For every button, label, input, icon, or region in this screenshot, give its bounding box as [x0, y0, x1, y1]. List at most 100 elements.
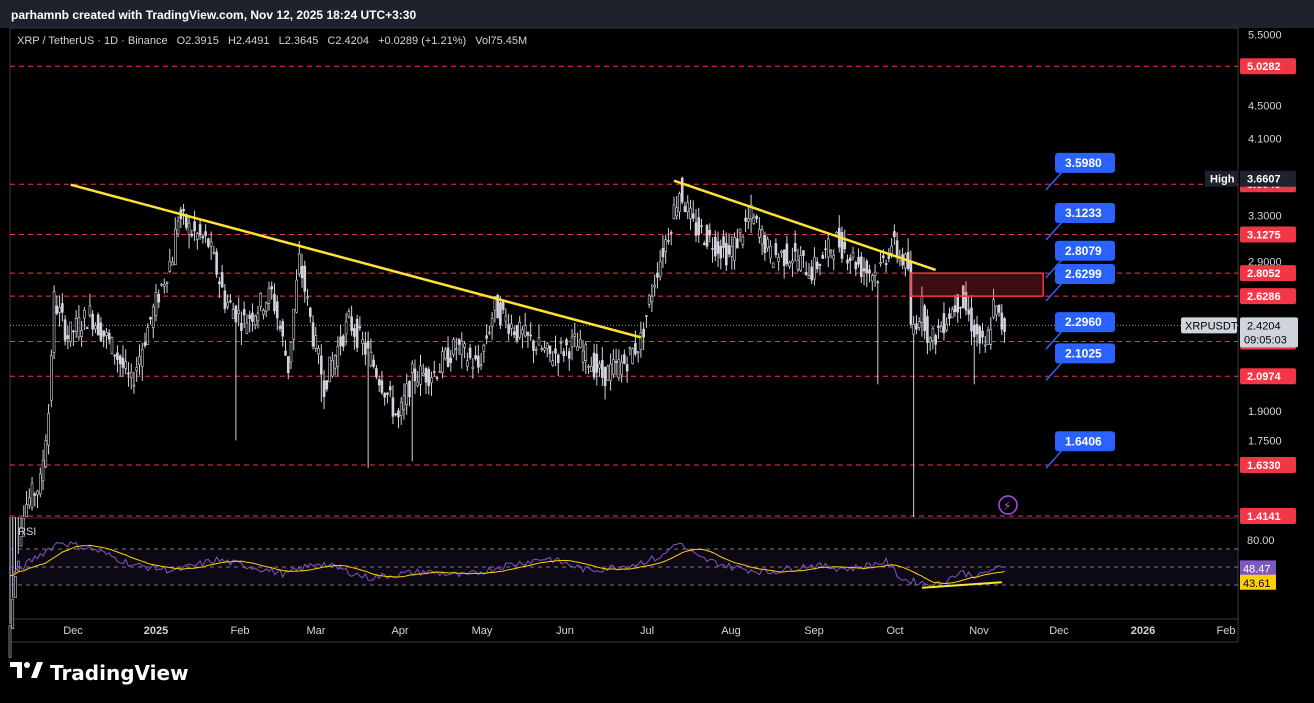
- candle-body: [970, 307, 973, 332]
- time-axis-tick: Feb: [231, 625, 250, 637]
- target-pointer: [1045, 220, 1064, 241]
- candle-body: [945, 323, 949, 331]
- current-price-value: 2.4204: [1247, 320, 1281, 332]
- candle-body: [284, 350, 287, 356]
- countdown-value: 09:05:03: [1244, 334, 1287, 346]
- candle-body: [697, 217, 701, 236]
- rsi-value: 48.47: [1243, 563, 1271, 575]
- candle-body: [815, 261, 819, 270]
- candle-body: [570, 336, 574, 348]
- candle-body: [496, 295, 499, 319]
- candle-body: [972, 324, 976, 338]
- candle-body: [601, 360, 604, 378]
- candle-body: [242, 309, 246, 316]
- candle-body: [862, 268, 866, 272]
- candle-body: [55, 305, 59, 314]
- candle-body: [915, 323, 918, 330]
- candle-body: [77, 317, 81, 338]
- candle-body: [942, 313, 946, 334]
- candle-body: [113, 354, 116, 357]
- candle-body: [218, 281, 221, 285]
- candle-body: [419, 365, 422, 385]
- symbol-tag-label: XRPUSDT: [1185, 320, 1238, 332]
- candle-body: [507, 324, 510, 334]
- candle-body: [207, 238, 210, 247]
- candle-body: [510, 323, 513, 329]
- candle-body: [832, 254, 836, 260]
- legend-open: O2.3915: [176, 35, 219, 47]
- candle-body: [529, 334, 532, 337]
- candle-body: [664, 239, 667, 252]
- candle-body: [457, 339, 461, 345]
- legend-symbol[interactable]: XRP / TetherUS · 1D · Binance: [17, 35, 168, 47]
- time-axis-tick: Dec: [63, 625, 83, 637]
- candle-body: [468, 347, 472, 359]
- candle-body: [366, 340, 370, 349]
- candle-body: [267, 287, 271, 304]
- candle-body: [223, 290, 227, 309]
- candle-body: [485, 335, 488, 339]
- alert-icon-glyph: ⚡: [1003, 499, 1011, 513]
- candle-body: [686, 202, 690, 213]
- candle-body: [438, 371, 442, 373]
- candle-body: [785, 243, 789, 265]
- candle-body: [741, 236, 745, 245]
- candle-body: [91, 313, 94, 330]
- candle-body: [196, 233, 199, 240]
- target-label-box: [1055, 152, 1115, 173]
- candle-body: [369, 351, 373, 367]
- candle-body: [840, 232, 844, 259]
- target-pointer: [1045, 360, 1064, 381]
- candle-body: [377, 379, 381, 386]
- candle-body: [405, 383, 409, 405]
- candle-body: [634, 343, 637, 355]
- candle-body: [939, 326, 943, 333]
- candle-body: [14, 576, 17, 598]
- candle-body: [848, 257, 852, 262]
- level-tag-label: 1.4141: [1247, 511, 1281, 523]
- candle-body: [383, 393, 386, 398]
- candle-body: [421, 372, 425, 376]
- time-axis-tick: Jul: [640, 625, 654, 637]
- symbol-tag: [1181, 317, 1237, 334]
- candle-body: [333, 355, 337, 369]
- tradingview-logo[interactable]: TradingView: [10, 660, 189, 686]
- candle-body: [532, 340, 535, 351]
- time-axis-tick: Oct: [886, 625, 903, 637]
- target-label-box: [1055, 431, 1115, 452]
- candle-body: [375, 368, 378, 378]
- candle-body: [394, 413, 398, 416]
- candle-body: [364, 342, 367, 355]
- legend-close: C2.4204: [327, 35, 370, 47]
- candle-body: [499, 302, 502, 326]
- candle-body: [25, 504, 28, 517]
- candle-body: [460, 340, 464, 356]
- candle-body: [146, 327, 150, 345]
- candle-body: [975, 323, 979, 335]
- candle-body: [727, 245, 731, 255]
- candle-body: [893, 231, 896, 237]
- rsi-pane-label: RSI: [18, 526, 37, 538]
- candle-body: [948, 313, 951, 319]
- candle-body: [39, 473, 42, 495]
- candle-body: [581, 350, 585, 363]
- target-pointer: [1045, 170, 1064, 191]
- candle-body: [1003, 318, 1006, 332]
- attribution-bar: parhamnb created with TradingView.com, N…: [0, 0, 1314, 28]
- candle-body: [66, 335, 70, 339]
- tradingview-logo-icon: [10, 660, 44, 686]
- candle-body: [342, 335, 345, 347]
- time-axis-tick: Jun: [556, 625, 574, 637]
- candle-body: [920, 296, 924, 323]
- candle-body: [689, 207, 692, 220]
- candle-body: [435, 377, 439, 379]
- level-tag: [1240, 226, 1296, 243]
- candle-body: [443, 349, 447, 359]
- candle-body: [402, 395, 406, 410]
- candle-body: [559, 342, 563, 344]
- candle-body: [661, 247, 665, 258]
- candle-body: [950, 309, 954, 319]
- candle-body: [234, 305, 238, 323]
- candle-body: [884, 263, 888, 266]
